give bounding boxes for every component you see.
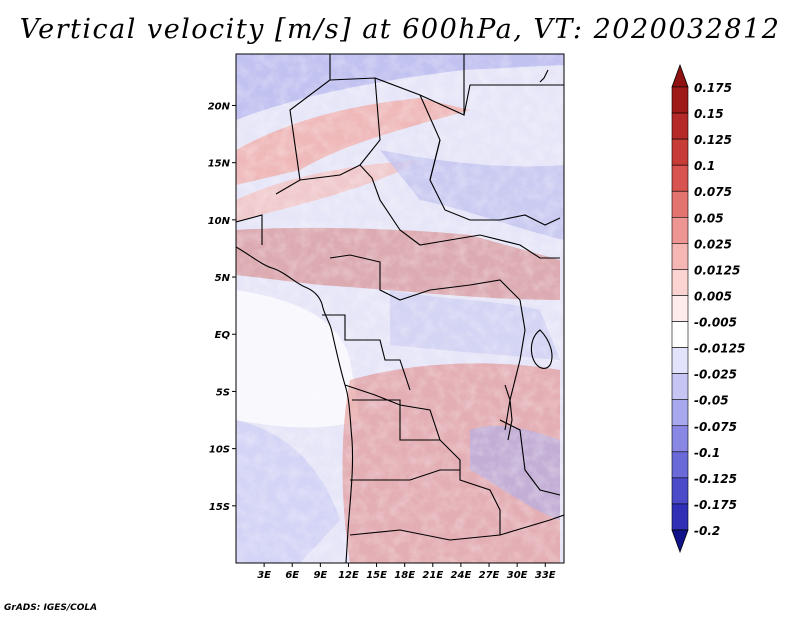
colorbar-segment xyxy=(671,216,689,244)
colorbar-segment xyxy=(671,86,689,114)
colorbar-label: 0.15 xyxy=(694,107,724,121)
colorbar-segment xyxy=(671,373,689,401)
colorbar-label: 0.05 xyxy=(694,211,724,225)
lat-tick-label: 10S xyxy=(209,445,230,456)
lon-tick-label: 18E xyxy=(394,570,415,581)
lon-tick-label: 9E xyxy=(313,570,327,581)
colorbar-label: -0.125 xyxy=(694,472,737,486)
country-borders xyxy=(236,54,564,563)
longitude-axis: 3E 6E 9E 12E 15E 18E 21E 24E 27E 30E 33E xyxy=(257,563,556,581)
colorbar-bottom-triangle xyxy=(671,529,689,554)
colorbar-segment xyxy=(671,347,689,374)
colorbar: 0.175 0.15 0.125 0.1 0.075 0.05 0.025 0.0125 0.0… xyxy=(671,63,745,554)
lon-tick-label: 12E xyxy=(338,570,359,581)
colorbar-label: 0.025 xyxy=(694,237,732,251)
colorbar-segment xyxy=(671,321,689,348)
colorbar-segment xyxy=(671,295,689,322)
colorbar-label: 0.075 xyxy=(694,185,732,199)
colorbar-label: 0.125 xyxy=(694,133,732,147)
colorbar-top-triangle xyxy=(671,63,689,88)
lon-tick-label: 6E xyxy=(285,570,299,581)
colorbar-segment xyxy=(671,190,689,218)
colorbar-label: 0.1 xyxy=(694,159,715,173)
lon-tick-label: 21E xyxy=(422,570,443,581)
colorbar-label: -0.025 xyxy=(694,368,737,382)
colorbar-label: -0.175 xyxy=(694,498,737,512)
lon-tick-label: 15E xyxy=(366,570,387,581)
colorbar-segment xyxy=(671,243,689,270)
colorbar-label: -0.0125 xyxy=(694,342,745,356)
colorbar-label: 0.175 xyxy=(694,81,732,95)
lon-tick-label: 33E xyxy=(535,570,556,581)
colorbar-segment xyxy=(671,269,689,296)
colorbar-segment xyxy=(671,425,689,453)
lon-tick-label: 3E xyxy=(257,570,271,581)
lat-tick-label: EQ xyxy=(215,330,231,341)
lat-tick-label: 5S xyxy=(216,387,230,398)
colorbar-label: -0.05 xyxy=(694,394,729,408)
colorbar-segment xyxy=(671,138,689,166)
lon-tick-label: 27E xyxy=(479,570,500,581)
colorbar-label: -0.1 xyxy=(694,446,720,460)
chart-title: Vertical velocity [m/s] at 600hPa, VT: 2… xyxy=(19,14,781,45)
colorbar-segment xyxy=(671,164,689,192)
colorbar-label: -0.075 xyxy=(694,420,737,434)
lon-tick-label: 24E xyxy=(451,570,472,581)
map-frame xyxy=(235,53,565,564)
colorbar-label: -0.2 xyxy=(694,524,720,538)
colorbar-label: 0.005 xyxy=(694,289,732,303)
lat-tick-label: 5N xyxy=(215,273,231,284)
velocity-field xyxy=(236,54,564,563)
latitude-axis: 20N 15N 10N 5N EQ 5S 10S 15S xyxy=(208,101,236,513)
colorbar-segment xyxy=(671,112,689,140)
colorbar-segment xyxy=(671,503,689,531)
grads-credit: GrADS: IGES/COLA xyxy=(4,603,98,613)
lat-tick-label: 20N xyxy=(208,101,231,112)
colorbar-segment xyxy=(671,399,689,427)
colorbar-label: -0.005 xyxy=(694,316,737,330)
lat-tick-label: 15S xyxy=(209,502,230,513)
colorbar-label: 0.0125 xyxy=(694,263,740,277)
lon-tick-label: 30E xyxy=(507,570,528,581)
lat-tick-label: 10N xyxy=(208,216,231,227)
lat-tick-label: 15N xyxy=(208,159,231,170)
colorbar-segment xyxy=(671,477,689,505)
colorbar-segment xyxy=(671,451,689,479)
